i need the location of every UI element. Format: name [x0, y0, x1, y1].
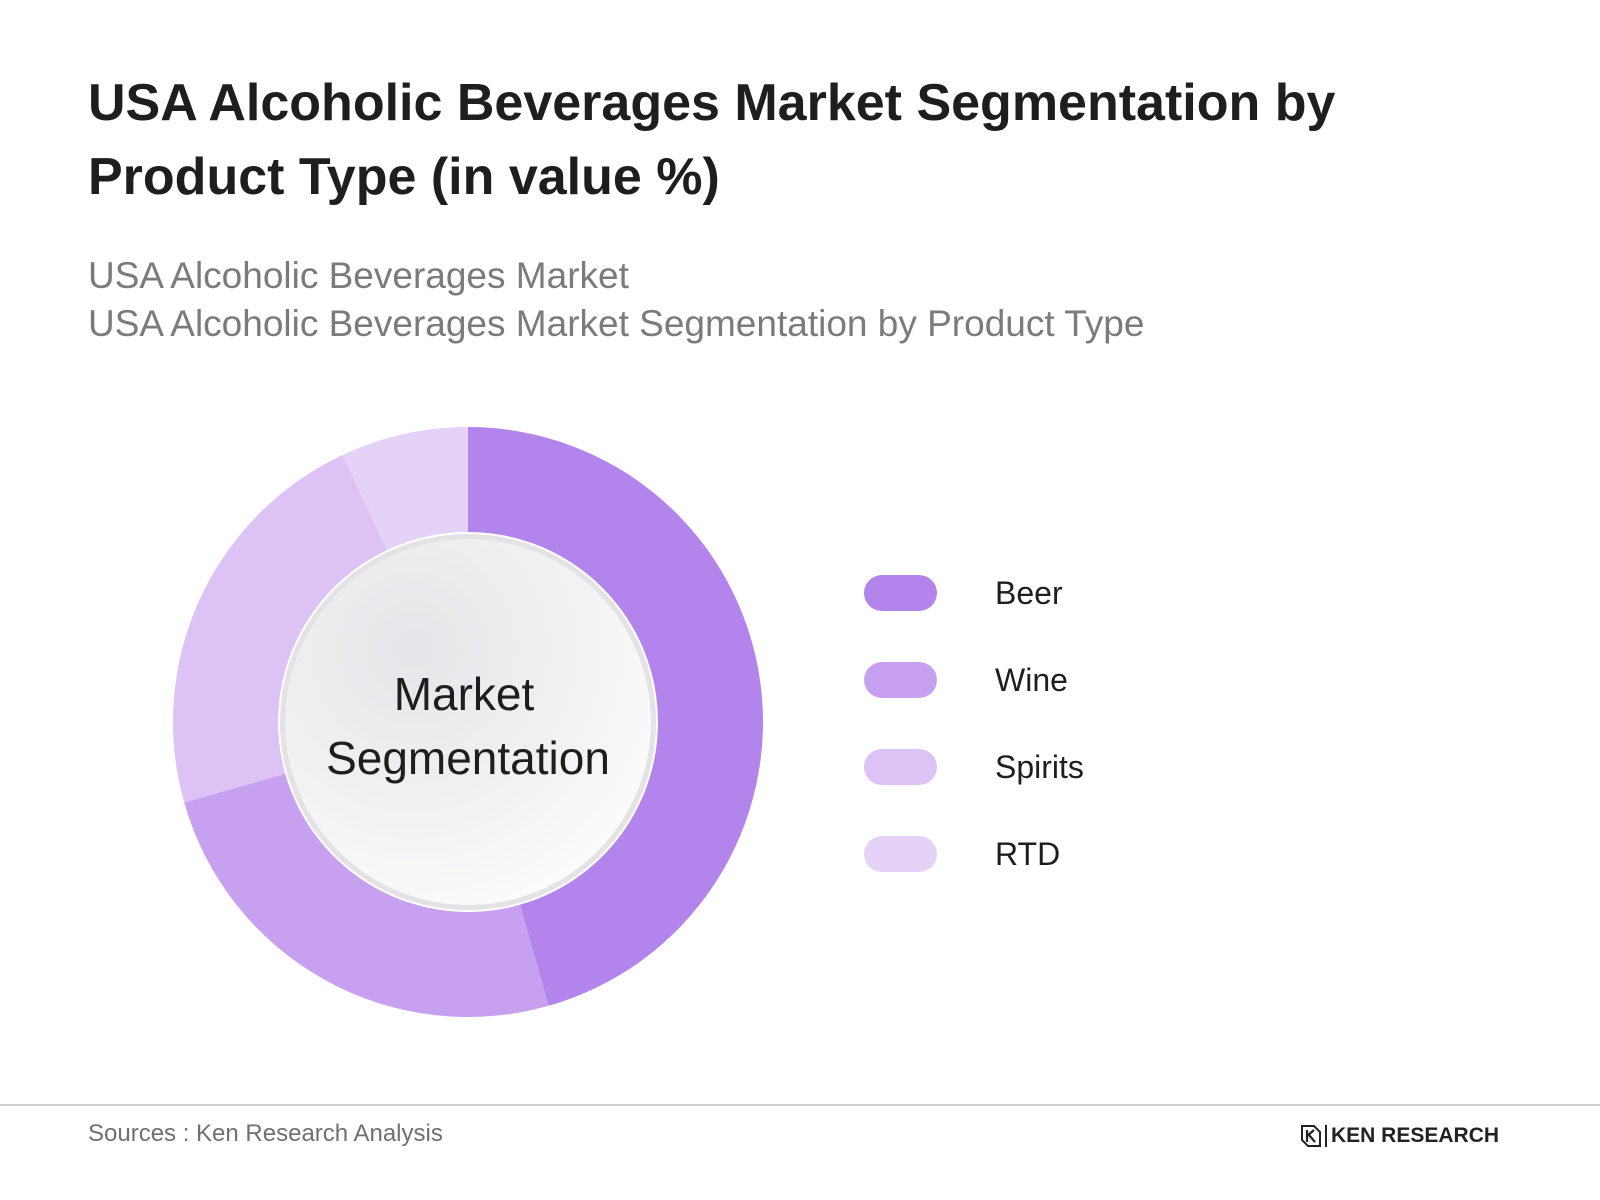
- legend-label-beer: Beer: [995, 574, 1063, 611]
- ken-research-logo-text: KEN RESEARCH: [1331, 1124, 1500, 1147]
- donut-center-label-line-1: Market: [394, 668, 535, 720]
- legend-label-rtd: RTD: [995, 835, 1061, 872]
- donut-slices: [173, 427, 764, 1017]
- donut-slice-wine: [184, 773, 549, 1017]
- legend-label-spirits: Spirits: [995, 748, 1084, 785]
- logo-separator: [1325, 1125, 1327, 1147]
- legend-swatch-beer: [864, 575, 937, 611]
- donut-slice-rtd: [342, 427, 468, 551]
- subtitle-line-2: USA Alcoholic Beverages Market Segmentat…: [88, 303, 1145, 344]
- legend-swatch-wine: [864, 662, 937, 698]
- subtitle-line-1: USA Alcoholic Beverages Market: [88, 255, 629, 296]
- legend-item-wine: Wine: [864, 662, 1084, 698]
- chart-subtitle: USA Alcoholic Beverages Market USA Alcoh…: [88, 252, 1144, 348]
- donut-slice-spirits: [173, 455, 388, 803]
- legend-item-beer: Beer: [864, 575, 1084, 611]
- donut-slice-beer: [468, 427, 764, 1006]
- legend-item-rtd: RTD: [864, 836, 1084, 872]
- footer-source: Sources : Ken Research Analysis: [88, 1120, 443, 1147]
- legend-swatch-spirits: [864, 749, 937, 785]
- chart-title: USA Alcoholic Beverages Market Segmentat…: [88, 74, 1336, 206]
- legend-label-wine: Wine: [995, 661, 1068, 698]
- ken-research-logo-icon: [1301, 1125, 1321, 1147]
- donut-center: [285, 539, 651, 905]
- footer-divider: [0, 1104, 1600, 1106]
- donut-center-label-line-2: Segmentation: [326, 732, 610, 784]
- legend: Beer Wine Spirits RTD: [864, 575, 1084, 923]
- ken-research-logo: KEN RESEARCH: [1300, 1124, 1499, 1148]
- legend-swatch-rtd: [864, 836, 937, 872]
- legend-item-spirits: Spirits: [864, 749, 1084, 785]
